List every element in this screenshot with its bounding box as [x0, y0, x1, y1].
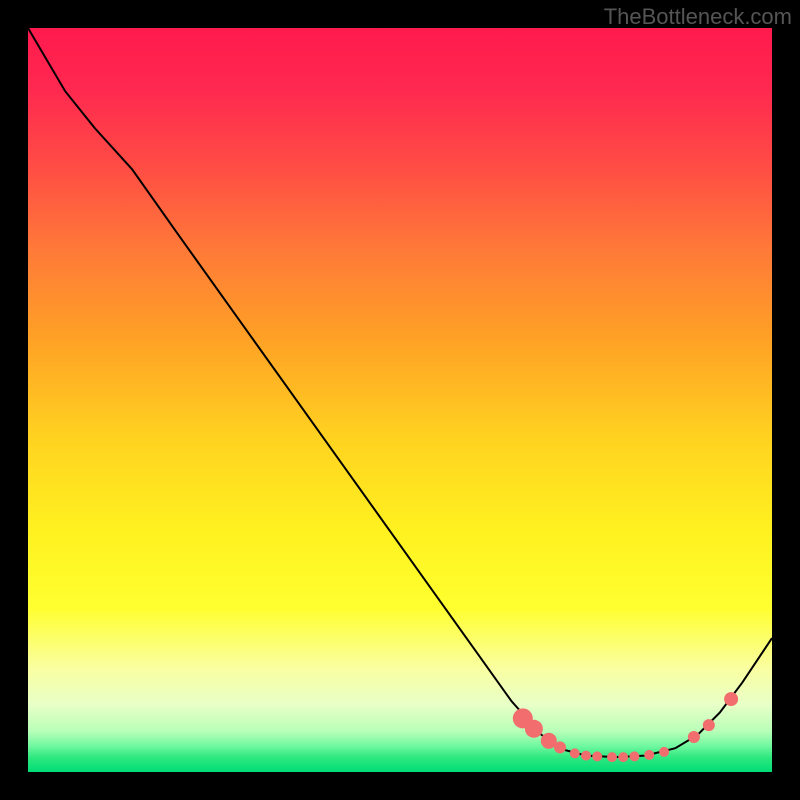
marker-point	[525, 720, 543, 738]
curve-layer	[28, 28, 772, 772]
marker-point	[644, 750, 654, 760]
bottleneck-curve	[28, 28, 772, 757]
marker-point	[607, 752, 617, 762]
plot-area	[28, 28, 772, 772]
watermark-text: TheBottleneck.com	[604, 4, 792, 30]
marker-point	[554, 741, 566, 753]
marker-point	[724, 692, 738, 706]
marker-point	[618, 752, 628, 762]
marker-point	[659, 747, 669, 757]
marker-point	[629, 751, 639, 761]
marker-point	[688, 731, 700, 743]
marker-point	[581, 751, 591, 761]
marker-point	[592, 751, 602, 761]
marker-point	[570, 748, 580, 758]
marker-group	[513, 692, 738, 762]
marker-point	[703, 719, 715, 731]
